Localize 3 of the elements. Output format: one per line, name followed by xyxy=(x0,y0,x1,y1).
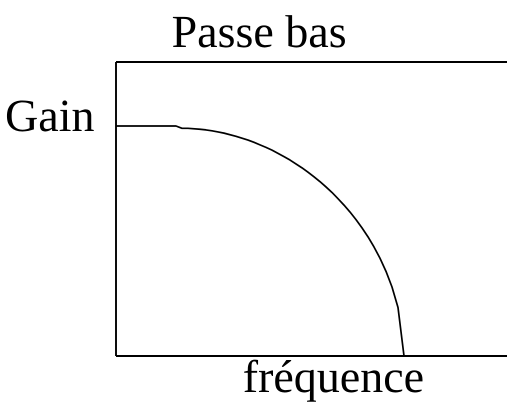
x-axis-title: fréquence xyxy=(244,360,422,402)
chart-title: Passe bas xyxy=(172,15,345,48)
y-axis-title: Gain xyxy=(6,100,94,132)
